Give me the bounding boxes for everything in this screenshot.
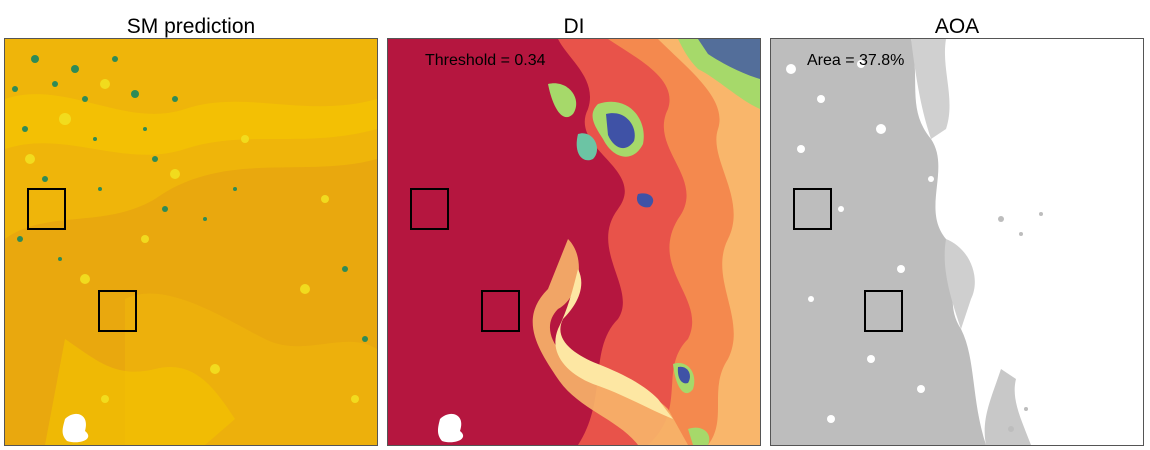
di-map: Threshold = 0.34: [387, 38, 761, 446]
panel-title-sm-prediction: SM prediction: [126, 15, 256, 38]
region-box-1: [793, 188, 832, 230]
region-box-1: [27, 188, 66, 230]
aoa-raster: [771, 39, 1143, 445]
di-raster: [388, 39, 760, 445]
region-box-2: [98, 290, 137, 332]
di-threshold-label: Threshold = 0.34: [425, 52, 546, 69]
panel-title-di: DI: [563, 15, 585, 38]
aoa-area-label: Area = 37.8%: [807, 52, 905, 69]
region-box-2: [481, 290, 520, 332]
aoa-map: Area = 37.8%: [770, 38, 1144, 446]
region-box-1: [410, 188, 449, 230]
sm-prediction-raster: [5, 39, 377, 445]
panel-title-aoa: AOA: [934, 15, 980, 38]
sm-prediction-map: [4, 38, 378, 446]
region-box-2: [864, 290, 903, 332]
